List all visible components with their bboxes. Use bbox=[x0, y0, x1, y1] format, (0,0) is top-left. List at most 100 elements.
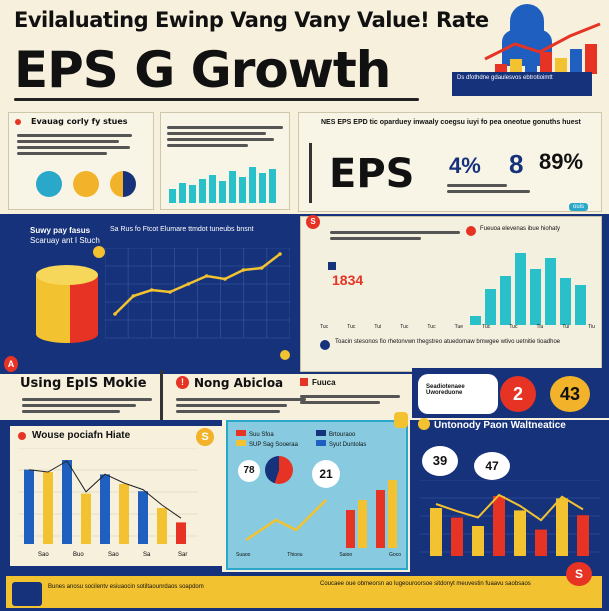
title-underline bbox=[14, 98, 419, 101]
pie-icon bbox=[265, 456, 293, 484]
row2-left-sub: Scaruay ant I Stuch bbox=[30, 236, 100, 245]
row3-right-lines bbox=[300, 392, 400, 407]
mid-bar bbox=[179, 183, 186, 203]
legend-swatch bbox=[316, 440, 326, 446]
header-bar bbox=[525, 56, 537, 74]
trend-point bbox=[259, 266, 264, 270]
bar-mark bbox=[24, 469, 34, 544]
row2-foot-caption: Toacin stesonos fio rhetonvwn thegstreo … bbox=[335, 339, 561, 345]
cylinder-icon bbox=[36, 265, 98, 343]
corner-badge: A bbox=[4, 356, 18, 372]
row4-left-title: Wouse pociafn Hiate bbox=[32, 430, 131, 441]
header-bar bbox=[540, 51, 552, 74]
legend-label: Brtouraoo bbox=[329, 432, 356, 438]
row4-left-chart: Sao Buo Sao Sa Sar bbox=[18, 448, 198, 558]
legend-label: Suu Sfoa bbox=[249, 432, 274, 438]
row3-left-title: Using EpIS Mokie bbox=[20, 376, 147, 391]
info-icon bbox=[320, 340, 330, 350]
header-bar bbox=[570, 48, 582, 74]
bar-mark bbox=[346, 510, 355, 548]
mid-bar bbox=[269, 169, 276, 203]
page-subtitle: Evilaluating Ewinp Vang Vany Value! Rate bbox=[14, 8, 489, 32]
row2-right-badge: S bbox=[306, 215, 320, 229]
bullet-icon-2 bbox=[466, 226, 476, 236]
row2-right-note: Fueuoa elevenas ibue hiohaty bbox=[480, 226, 561, 232]
row1-right-panel: NES EPS EPD tic oparduey inwaaly coegsu … bbox=[298, 112, 602, 212]
bar-mark bbox=[485, 289, 496, 325]
bar-mark bbox=[472, 526, 484, 556]
row1-mid-panel bbox=[160, 112, 290, 210]
legend-swatch bbox=[328, 262, 336, 270]
trend-point bbox=[131, 294, 136, 298]
bar-mark bbox=[575, 284, 586, 325]
trend-line bbox=[28, 460, 182, 519]
trend-point bbox=[278, 252, 282, 256]
mid-bar bbox=[199, 179, 206, 203]
bar-mark bbox=[545, 257, 556, 325]
x-tick: Tui bbox=[562, 324, 570, 330]
row4-right-chart bbox=[420, 480, 600, 556]
row4-right-title: Untonody Paon Waltneatice bbox=[434, 420, 566, 431]
row4-mid-value2: 78 bbox=[238, 460, 260, 482]
bar-mark bbox=[470, 316, 481, 325]
footer-badge: S bbox=[566, 562, 592, 586]
x-tick: Tue bbox=[454, 324, 464, 330]
row4-mid-chart bbox=[245, 480, 397, 548]
row2-line-chart bbox=[105, 248, 290, 339]
x-tick: Tuc bbox=[320, 324, 329, 330]
row2-right-value: 1834 bbox=[332, 272, 364, 288]
x-tick: Sa bbox=[143, 552, 151, 558]
footer-icon bbox=[12, 582, 42, 606]
footer-right-text: Coucaee oue obmeorsn ao lugeouroorsoe si… bbox=[320, 581, 531, 587]
row2-mid-caption: Sa Rus fo Ftcot Elumare ttmdot tuneubs b… bbox=[110, 226, 254, 233]
x-tick: Sao bbox=[38, 552, 49, 558]
bar-mark bbox=[388, 480, 397, 548]
x-tick: Sao bbox=[108, 552, 119, 558]
row1-left-lines bbox=[17, 131, 145, 158]
row1-left-title: Evauag corly fy stues bbox=[31, 117, 128, 126]
legend-label: Syut Duntolas bbox=[329, 442, 367, 448]
bar-mark bbox=[430, 508, 442, 556]
mid-bar bbox=[249, 167, 256, 203]
bar-mark bbox=[514, 510, 526, 556]
stat-3: 89% bbox=[539, 149, 584, 174]
x-tick: Tui bbox=[374, 324, 382, 330]
row1-left-panel: Evauag corly fy stues bbox=[8, 112, 154, 210]
trend-point bbox=[113, 312, 117, 316]
trend-point bbox=[186, 282, 191, 286]
row2-x-ticks: Tuc Tuc Tui Tuc Tuc Tue Tuc Tuc Tiu Tui Tiu bbox=[320, 324, 595, 334]
bar-mark bbox=[62, 460, 72, 544]
bar-mark bbox=[100, 474, 110, 544]
row4-right-value1: 39 bbox=[422, 446, 458, 476]
footer-inner bbox=[6, 576, 602, 608]
row2-left-title: Suwy pay fasus bbox=[30, 226, 91, 235]
row3-mid-badge: ! bbox=[176, 376, 189, 389]
page-title: EPS G Growth bbox=[14, 41, 391, 99]
stat-circle-b: 43 bbox=[550, 376, 590, 412]
circle-icon-yellow bbox=[73, 171, 99, 197]
x-tick: Tuc bbox=[509, 324, 518, 330]
bar-mark bbox=[530, 269, 541, 325]
bar-mark bbox=[515, 253, 526, 325]
legend-swatch bbox=[236, 430, 246, 436]
row4-mid-ticks: Suaoo Thioou Saioo Goco bbox=[236, 552, 401, 558]
x-tick: Thioou bbox=[287, 552, 303, 558]
bullet-icon bbox=[15, 119, 21, 125]
trend-line bbox=[245, 499, 327, 542]
row3-mid-title: Nong Abicloa bbox=[194, 376, 284, 390]
row3-mid-lines bbox=[176, 395, 306, 416]
legend-label: SUP Sag Sooeraa bbox=[249, 442, 298, 448]
bar-mark bbox=[358, 500, 367, 548]
bar-mark bbox=[500, 275, 511, 325]
x-tick: Tuc bbox=[482, 324, 491, 330]
row2-right-bars bbox=[470, 250, 590, 325]
x-tick: Saioo bbox=[339, 552, 353, 558]
stat-circle-a: 2 bbox=[500, 376, 536, 412]
bar-mark bbox=[493, 496, 505, 556]
dot-icon-3 bbox=[418, 418, 430, 430]
x-tick: Tuc bbox=[427, 324, 436, 330]
tag: ouis bbox=[569, 203, 589, 211]
speech-bubble: Seadiotenaee Uworeduone bbox=[418, 374, 498, 414]
bar-mark bbox=[577, 515, 589, 556]
legend-swatch bbox=[236, 440, 246, 446]
